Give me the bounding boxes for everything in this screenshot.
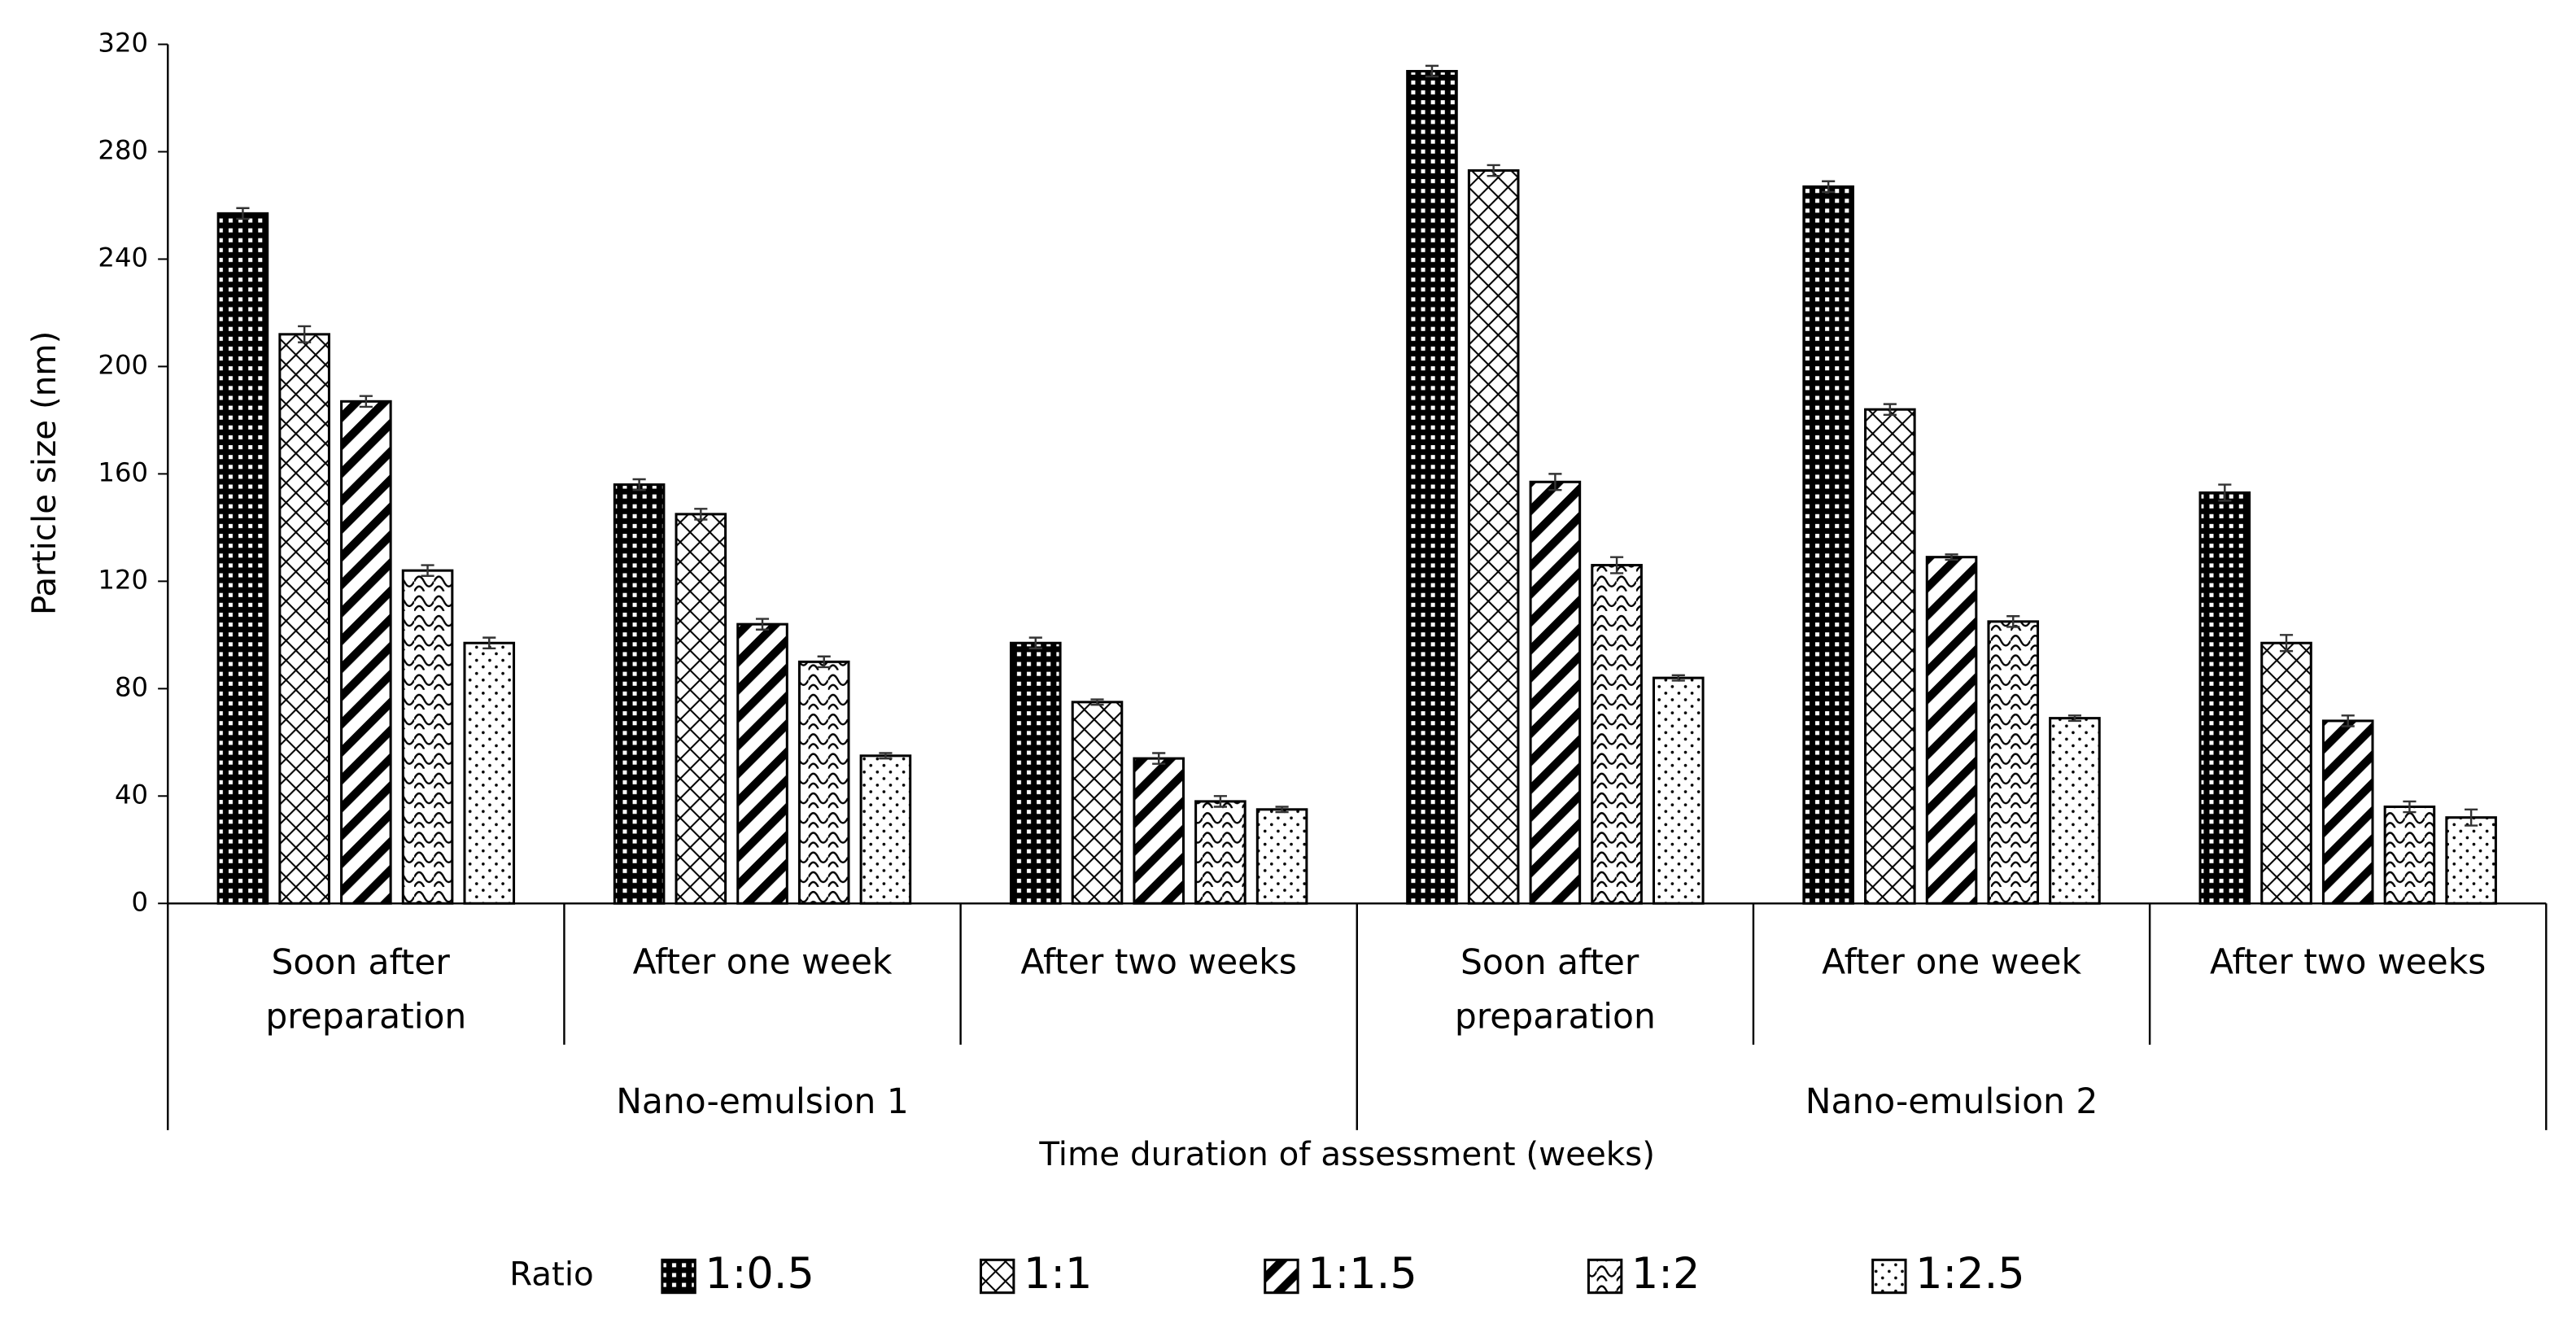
error-bar [1090, 698, 1104, 706]
bar [1864, 408, 1916, 905]
bar [675, 513, 727, 905]
error-bar [1275, 806, 1289, 814]
bar [1071, 701, 1124, 905]
legend-label: 1:1 [1024, 1249, 1092, 1299]
error-bar [694, 508, 708, 521]
error-bar [817, 655, 831, 669]
error-bar [755, 618, 770, 631]
error-bar [2465, 808, 2478, 827]
error-bar [1945, 553, 1958, 561]
error-bar [1671, 674, 1685, 682]
y-tick-label: 200 [98, 349, 148, 380]
error-bar [1822, 180, 1836, 194]
x-tick-label: After one week [633, 941, 893, 981]
x-axis-title: Time duration of assessment (weeks) [1038, 1135, 1655, 1173]
x-tick-label: After one week [1822, 941, 2081, 981]
bar [1010, 641, 1062, 905]
error-bar [298, 325, 312, 343]
y-tick-label: 40 [115, 779, 148, 810]
x-tick-label: After two weeks [2210, 941, 2486, 981]
error-bar [1487, 164, 1500, 177]
y-tick-label: 240 [98, 242, 148, 273]
legend-title: Ratio [509, 1256, 594, 1294]
bar [2198, 491, 2251, 905]
bar [1925, 556, 1978, 905]
bar [1467, 169, 1520, 905]
y-tick-label: 320 [98, 28, 148, 59]
legend-label: 1:2 [1631, 1249, 1700, 1299]
legend-swatch [661, 1258, 696, 1295]
bar [2049, 717, 2101, 905]
bar [1591, 564, 1643, 905]
error-bar [2279, 634, 2294, 653]
bar [216, 212, 269, 905]
legend-label: 1:1.5 [1308, 1249, 1417, 1299]
bar [1652, 676, 1705, 905]
legend-label: 1:0.5 [705, 1249, 814, 1299]
error-bar [2341, 714, 2355, 727]
error-bar [1548, 473, 1562, 491]
bar [1802, 185, 1854, 905]
y-tick-label: 80 [115, 671, 148, 702]
y-tick-label: 0 [131, 886, 148, 917]
bar [1987, 620, 2040, 905]
group-label: Nano-emulsion 1 [616, 1081, 909, 1121]
bar [1255, 808, 1308, 905]
legend-label: 1:2.5 [1915, 1249, 2025, 1299]
error-bar [236, 207, 250, 221]
error-bar [482, 636, 496, 650]
y-tick-label: 280 [98, 134, 148, 165]
x-tick-label: Soon after preparation [1455, 941, 1656, 1036]
group-label: Nano-emulsion 2 [1805, 1081, 2098, 1121]
error-bar [2067, 714, 2082, 723]
bar [1194, 800, 1247, 905]
error-bar [632, 478, 646, 491]
error-bar [879, 752, 893, 760]
error-bar [2218, 483, 2232, 502]
error-bar [421, 564, 434, 577]
error-bar [1028, 636, 1042, 650]
y-tick-label: 160 [98, 456, 148, 487]
legend-swatch [1264, 1258, 1299, 1295]
bar [613, 483, 666, 905]
legend-swatch [1871, 1258, 1907, 1295]
error-bar [1152, 752, 1166, 765]
legend-swatch [979, 1258, 1015, 1295]
bar [1133, 757, 1185, 905]
x-tick-label: Soon after preparation [265, 941, 466, 1036]
bar [340, 400, 392, 905]
bar [2260, 641, 2312, 905]
y-axis-title: Particle size (nm) [25, 331, 63, 615]
bar [859, 754, 912, 905]
error-bar [2403, 800, 2417, 814]
legend-swatch [1587, 1258, 1623, 1295]
error-bar [1883, 403, 1897, 417]
error-bar [1609, 556, 1624, 574]
bar [2445, 816, 2497, 905]
bar [401, 569, 454, 905]
bar [2383, 805, 2436, 905]
bar [278, 333, 330, 905]
error-bar [1213, 795, 1227, 808]
error-bar [2006, 615, 2020, 628]
error-bar [1425, 64, 1439, 78]
bar [736, 622, 788, 905]
bar [463, 641, 516, 905]
bar [2321, 719, 2374, 905]
error-bar [359, 395, 373, 408]
bar [1406, 69, 1458, 905]
bar [797, 660, 850, 905]
bar [1529, 480, 1582, 905]
x-tick-label: After two weeks [1021, 941, 1297, 981]
y-tick-label: 120 [98, 564, 148, 595]
